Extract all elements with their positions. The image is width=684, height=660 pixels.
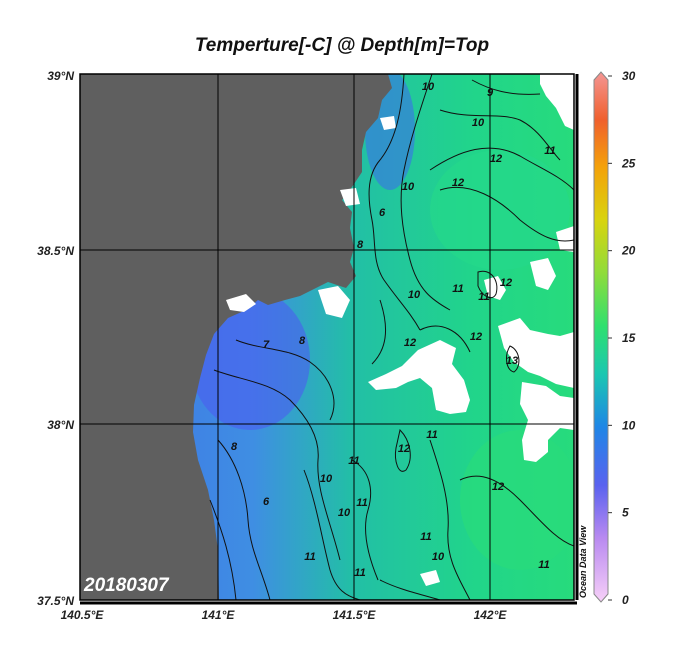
contour-label: 12 — [398, 443, 410, 455]
contour-label: 8 — [299, 335, 306, 347]
graticule — [80, 74, 574, 600]
contour-label: 10 — [320, 473, 333, 485]
lon-label-142: 142°E — [474, 608, 508, 622]
contour-label: 11 — [538, 559, 549, 571]
map-area: 20180307 — [80, 74, 574, 600]
contour-label: 11 — [356, 497, 367, 509]
contour-label: 10 — [408, 289, 421, 301]
contour-label: 10 — [432, 551, 445, 563]
contour-label: 6 — [263, 496, 270, 508]
colorbar-tick-label: 25 — [621, 156, 636, 170]
contour-label: 11 — [354, 567, 365, 579]
contour-label: 12 — [452, 177, 464, 189]
colorbar-tick-label: 30 — [622, 69, 636, 83]
contour-label: 11 — [304, 551, 315, 563]
latitude-labels: 39°N 38.5°N 38°N 37.5°N — [37, 69, 74, 608]
colorbar-tick-label: 10 — [622, 418, 636, 432]
land-mass — [80, 74, 392, 600]
lon-label-141-5: 141.5°E — [333, 608, 377, 622]
no-data-regions — [226, 74, 574, 586]
contour-label: 6 — [379, 207, 386, 219]
contour-lines — [209, 74, 574, 600]
contour-label: 12 — [404, 337, 416, 349]
colorbar-ticks: 30 25 20 15 10 5 0 — [608, 69, 636, 607]
contour-label: 10 — [402, 181, 415, 193]
contour-label: 11 — [544, 145, 555, 157]
contour-label: 10 — [472, 117, 485, 129]
lat-label-38: 38°N — [47, 418, 74, 432]
longitude-labels: 140.5°E 141°E 141.5°E 142°E — [61, 608, 508, 622]
colorbar-tick-label: 20 — [621, 244, 636, 258]
lat-label-38-5: 38.5°N — [37, 244, 74, 258]
date-label: 20180307 — [83, 575, 170, 596]
lat-label-37-5: 37.5°N — [37, 594, 74, 608]
colorbar-tick-label: 5 — [622, 506, 629, 520]
contour-label: 11 — [478, 291, 489, 303]
colorbar-tick-label: 15 — [622, 331, 636, 345]
contour-label: 12 — [492, 481, 504, 493]
map-frame — [79, 73, 575, 601]
lat-label-39: 39°N — [47, 69, 74, 83]
contour-label: 11 — [426, 429, 437, 441]
lon-label-141: 141°E — [202, 608, 236, 622]
contour-label: 9 — [487, 87, 494, 99]
contour-label: 10 — [338, 507, 351, 519]
contour-label: 7 — [263, 339, 270, 351]
warm-patch — [460, 430, 574, 570]
contour-label: 11 — [452, 283, 463, 295]
colorbar-scale — [593, 71, 609, 603]
colorbar-tick-label: 0 — [622, 593, 629, 607]
watermark: Ocean Data View — [578, 525, 588, 598]
contour-label: 12 — [490, 153, 502, 165]
contour-label: 11 — [420, 531, 431, 543]
contour-label: 12 — [500, 277, 512, 289]
contour-label: 10 — [422, 81, 435, 93]
contour-label: 8 — [357, 239, 364, 251]
colorbar: 30 25 20 15 10 5 0 — [593, 69, 636, 607]
lon-label-140-5: 140.5°E — [61, 608, 105, 622]
contour-label: 13 — [506, 355, 518, 367]
warm-patch — [430, 150, 570, 270]
map-title: Temperture[-C] @ Depth[m]=Top — [194, 35, 490, 56]
contour-label: 8 — [231, 441, 238, 453]
contour-label: 11 — [348, 455, 359, 467]
contour-label: 12 — [470, 331, 482, 343]
